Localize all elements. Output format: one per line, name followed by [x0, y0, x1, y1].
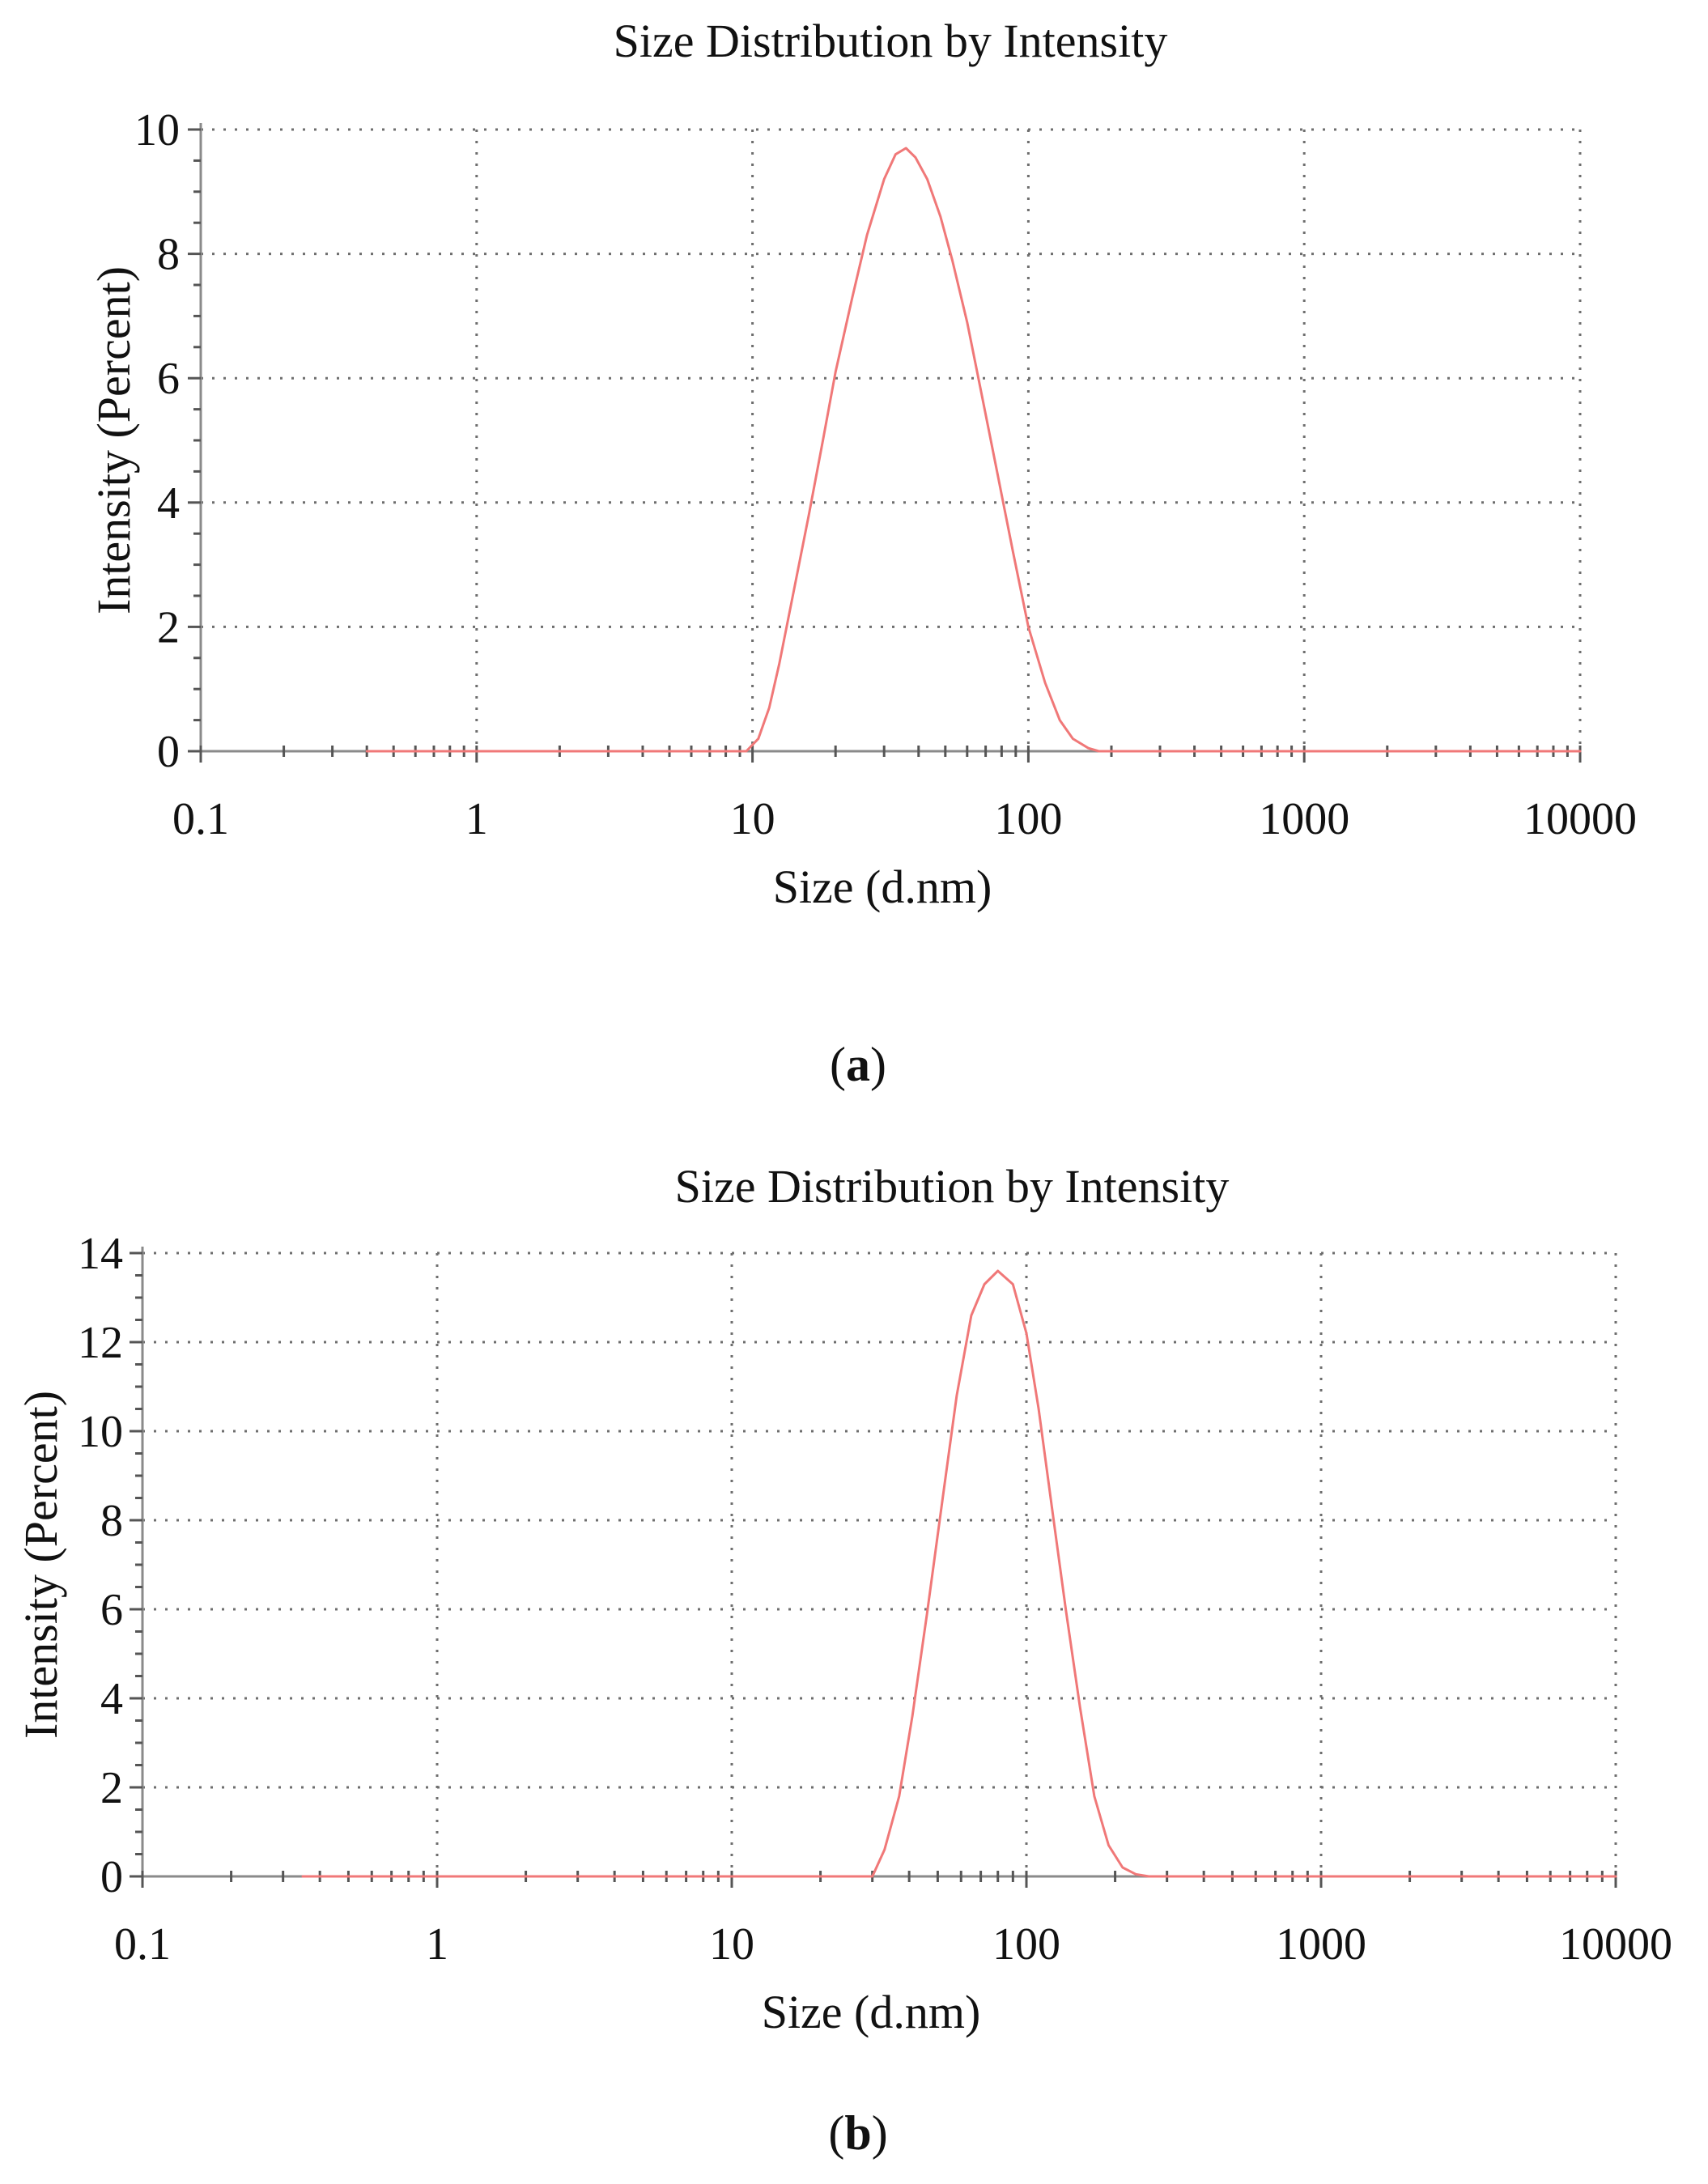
- x-tick-label: 100: [992, 1919, 1060, 1969]
- chart-title: Size Distribution by Intensity: [614, 15, 1168, 67]
- panel-label: a: [846, 1038, 870, 1091]
- panel-caption: (b): [828, 2106, 887, 2160]
- chart-panel-a: 0.1 1 10 100 1000 10000 0 2 4 6 8 10 Size Distributi…: [87, 15, 1637, 1091]
- series-line: [301, 1269, 1617, 1878]
- x-axis-label: Size (d.nm): [773, 860, 992, 913]
- y-axis-label: Intensity (Percent): [87, 266, 140, 614]
- y-tick-label: 2: [157, 602, 180, 652]
- y-tick-label: 12: [78, 1318, 123, 1368]
- x-tick-label: 1: [426, 1919, 448, 1969]
- y-tick-label: 14: [78, 1229, 123, 1279]
- panel-caption: (a): [830, 1038, 886, 1091]
- x-tick-label: 10000: [1523, 794, 1637, 844]
- y-tick-label: 6: [157, 354, 180, 404]
- y-tick-label: 6: [100, 1585, 123, 1635]
- y-tick-label: 4: [100, 1674, 123, 1724]
- x-tick-label: 10: [709, 1919, 754, 1969]
- y-tick-label: 8: [157, 230, 180, 280]
- x-tick-label: 1000: [1276, 1919, 1366, 1969]
- y-tick-label: 0: [100, 1852, 123, 1902]
- x-tick-label: 10: [730, 794, 775, 844]
- series-line: [365, 147, 1582, 753]
- chart-title: Size Distribution by Intensity: [675, 1160, 1230, 1213]
- x-tick-label: 0.1: [172, 794, 229, 844]
- y-axis-label: Intensity (Percent): [15, 1391, 67, 1739]
- y-tick-label: 10: [134, 105, 180, 155]
- y-tick-label: 8: [100, 1496, 123, 1546]
- x-tick-label: 100: [994, 794, 1062, 844]
- y-tick-label: 0: [157, 727, 180, 777]
- x-tick-label: 0.1: [114, 1919, 171, 1969]
- chart-panel-b: 0.1 1 10 100 1000 10000 0 2 4 6 8 10 12 14 Size Distri…: [15, 1160, 1672, 2160]
- panel-label: b: [844, 2106, 871, 2160]
- x-tick-label: 10000: [1559, 1919, 1672, 1969]
- y-tick-label: 4: [157, 478, 180, 529]
- y-tick-label: 2: [100, 1763, 123, 1813]
- x-tick-label: 1000: [1259, 794, 1349, 844]
- x-axis-label: Size (d.nm): [762, 1986, 981, 2038]
- y-tick-label: 10: [78, 1407, 123, 1457]
- x-tick-label: 1: [465, 794, 488, 844]
